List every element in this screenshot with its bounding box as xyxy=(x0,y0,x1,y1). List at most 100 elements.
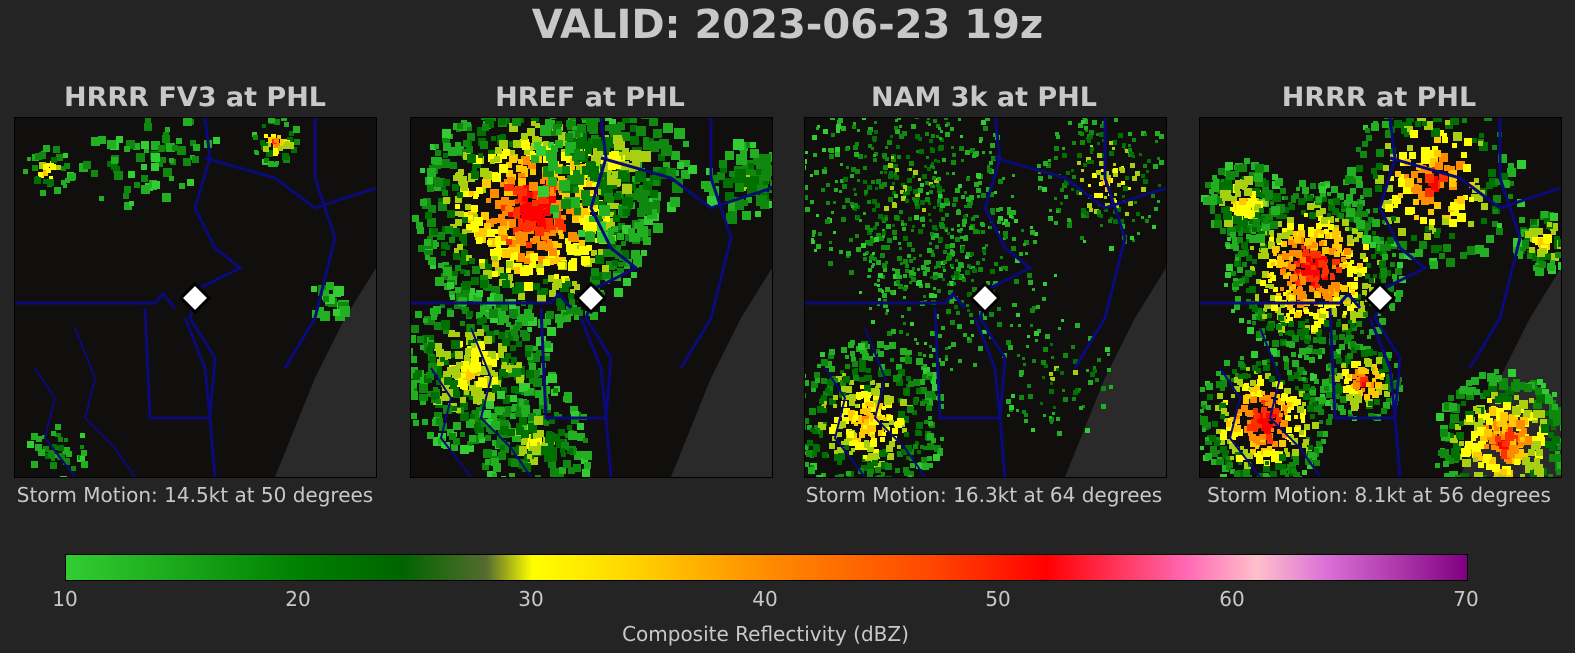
reflectivity-pixel xyxy=(326,282,334,290)
reflectivity-pixel xyxy=(1071,345,1075,349)
reflectivity-pixel xyxy=(1250,396,1257,403)
reflectivity-pixel xyxy=(57,433,61,437)
reflectivity-pixel xyxy=(854,208,857,211)
reflectivity-pixel xyxy=(572,130,580,138)
reflectivity-pixel xyxy=(488,238,497,247)
reflectivity-pixel xyxy=(917,280,922,285)
reflectivity-pixel xyxy=(930,164,934,168)
reflectivity-pixel xyxy=(502,362,507,367)
reflectivity-pixel xyxy=(978,181,982,185)
reflectivity-pixel xyxy=(871,180,875,184)
reflectivity-pixel xyxy=(1039,187,1042,190)
reflectivity-pixel xyxy=(866,368,871,373)
reflectivity-pixel xyxy=(669,170,676,177)
reflectivity-pixel xyxy=(1357,272,1362,277)
reflectivity-pixel xyxy=(548,225,556,233)
reflectivity-pixel xyxy=(1078,131,1082,135)
reflectivity-pixel xyxy=(908,475,912,477)
reflectivity-pixel xyxy=(434,184,441,191)
reflectivity-pixel xyxy=(914,215,919,220)
reflectivity-pixel xyxy=(1386,246,1391,251)
reflectivity-pixel xyxy=(1316,228,1321,233)
reflectivity-pixel xyxy=(576,249,582,255)
reflectivity-pixel xyxy=(904,390,910,396)
reflectivity-pixel xyxy=(513,227,521,235)
reflectivity-pixel xyxy=(538,186,549,197)
reflectivity-pixel xyxy=(609,124,619,134)
reflectivity-pixel xyxy=(936,124,940,128)
reflectivity-pixel xyxy=(1241,405,1248,412)
reflectivity-pixel xyxy=(437,232,445,240)
reflectivity-pixel xyxy=(450,295,455,300)
reflectivity-pixel xyxy=(514,199,519,204)
reflectivity-pixel xyxy=(1227,195,1232,200)
reflectivity-pixel xyxy=(1271,304,1278,311)
reflectivity-pixel xyxy=(551,243,556,248)
reflectivity-pixel xyxy=(1277,429,1282,434)
reflectivity-pixel xyxy=(1256,316,1260,320)
reflectivity-pixel xyxy=(550,255,559,264)
reflectivity-pixel xyxy=(565,133,573,141)
reflectivity-pixel xyxy=(922,174,927,179)
reflectivity-pixel xyxy=(1144,133,1147,136)
reflectivity-pixel xyxy=(583,438,588,443)
reflectivity-pixel xyxy=(570,406,578,414)
reflectivity-pixel xyxy=(1207,394,1213,400)
reflectivity-pixel xyxy=(60,476,67,477)
reflectivity-pixel xyxy=(1113,198,1116,201)
reflectivity-pixel xyxy=(931,438,936,443)
reflectivity-pixel xyxy=(1128,132,1132,136)
reflectivity-pixel xyxy=(836,376,842,382)
reflectivity-pixel xyxy=(1104,196,1107,199)
reflectivity-pixel xyxy=(1300,414,1305,419)
reflectivity-pixel xyxy=(963,215,967,219)
reflectivity-pixel xyxy=(474,217,483,226)
reflectivity-pixel xyxy=(872,199,877,204)
reflectivity-pixel xyxy=(920,387,927,394)
reflectivity-pixel xyxy=(640,151,651,162)
reflectivity-pixel xyxy=(452,271,458,277)
reflectivity-pixel xyxy=(1255,181,1261,187)
reflectivity-pixel xyxy=(486,425,493,432)
reflectivity-pixel xyxy=(1323,265,1328,270)
reflectivity-pixel xyxy=(1231,430,1238,437)
reflectivity-pixel xyxy=(750,149,759,158)
reflectivity-pixel xyxy=(1042,187,1047,192)
reflectivity-pixel xyxy=(490,315,498,323)
reflectivity-pixel xyxy=(1101,386,1106,391)
reflectivity-pixel xyxy=(937,177,941,181)
reflectivity-pixel xyxy=(870,238,875,243)
reflectivity-pixel xyxy=(530,253,538,261)
reflectivity-pixel xyxy=(896,379,903,386)
reflectivity-pixel xyxy=(946,309,951,314)
reflectivity-pixel xyxy=(1258,424,1262,428)
reflectivity-pixel xyxy=(1291,195,1296,200)
reflectivity-pixel xyxy=(555,257,561,263)
reflectivity-pixel xyxy=(490,249,497,256)
reflectivity-pixel xyxy=(508,370,515,377)
reflectivity-pixel xyxy=(889,171,893,175)
reflectivity-pixel xyxy=(1319,337,1326,344)
reflectivity-pixel xyxy=(1289,236,1293,240)
reflectivity-pixel xyxy=(466,122,471,127)
reflectivity-pixel xyxy=(1087,134,1090,137)
reflectivity-pixel xyxy=(1017,354,1020,357)
reflectivity-pixel xyxy=(957,324,962,329)
reflectivity-pixel xyxy=(1272,193,1281,202)
reflectivity-pixel xyxy=(600,306,606,312)
reflectivity-pixel xyxy=(1275,178,1283,186)
reflectivity-pixel xyxy=(887,415,893,421)
reflectivity-pixel xyxy=(1255,417,1261,423)
reflectivity-pixel xyxy=(510,413,516,419)
reflectivity-pixel xyxy=(1264,427,1271,434)
reflectivity-pixel xyxy=(460,269,465,274)
reflectivity-pixel xyxy=(413,420,419,426)
reflectivity-pixel xyxy=(839,250,843,254)
reflectivity-pixel xyxy=(1012,303,1016,307)
reflectivity-pixel xyxy=(577,124,586,133)
reflectivity-pixel xyxy=(470,288,475,293)
reflectivity-pixel xyxy=(1234,185,1240,191)
reflectivity-pixel xyxy=(1048,217,1052,221)
reflectivity-pixel xyxy=(1453,443,1461,451)
reflectivity-pixel xyxy=(1252,215,1259,222)
